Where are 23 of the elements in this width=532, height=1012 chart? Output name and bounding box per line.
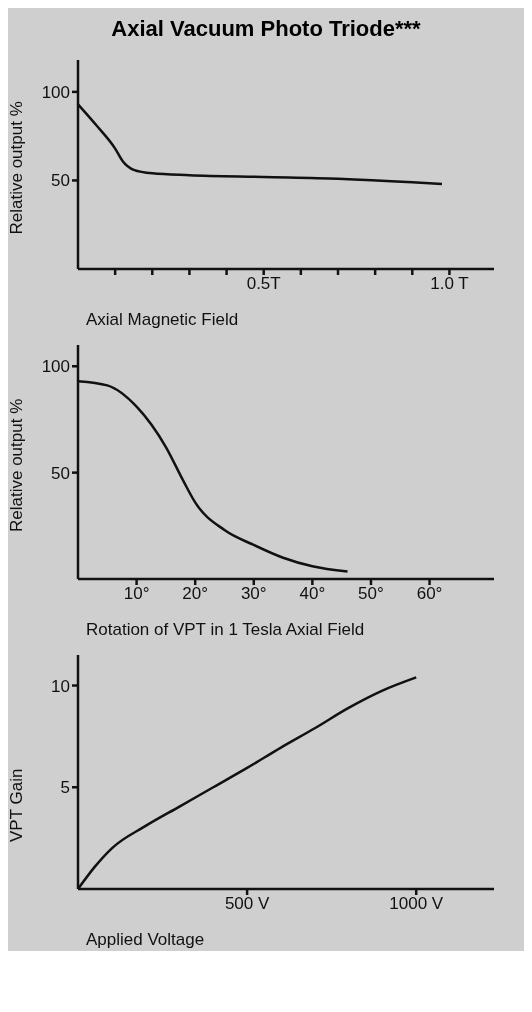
x-axis-title: Rotation of VPT in 1 Tesla Axial Field (86, 620, 365, 639)
x-tick-label: 50° (358, 584, 384, 604)
y-axis-title: Relative output % (7, 398, 27, 532)
x-axis-title: Axial Magnetic Field (86, 310, 239, 329)
x-axis-title: Applied Voltage (86, 930, 205, 949)
y-tick-label: 10 (51, 676, 70, 696)
y-tick-label: 50 (51, 171, 70, 191)
x-tick-label: 40° (299, 584, 326, 604)
x-tick-label: 1000 V (389, 894, 444, 914)
y-tick-label: 50 (51, 463, 70, 483)
x-tick-label: 500 V (224, 894, 270, 914)
chart-title: Axial Vacuum Photo Triode*** (110, 15, 422, 43)
y-tick-label: 100 (41, 357, 70, 377)
x-tick-label: 0.5T (246, 274, 281, 294)
x-tick-label: 10° (123, 584, 150, 604)
y-axis-title: Relative output % (7, 101, 27, 235)
x-tick-label: 60° (416, 584, 443, 604)
x-tick-label: 30° (240, 584, 267, 604)
x-tick-label: 1.0 T (430, 274, 469, 294)
x-tick-label: 20° (182, 584, 209, 604)
y-tick-label: 100 (41, 82, 70, 102)
y-tick-label: 5 (60, 778, 70, 798)
y-axis-title: VPT Gain (7, 768, 27, 842)
